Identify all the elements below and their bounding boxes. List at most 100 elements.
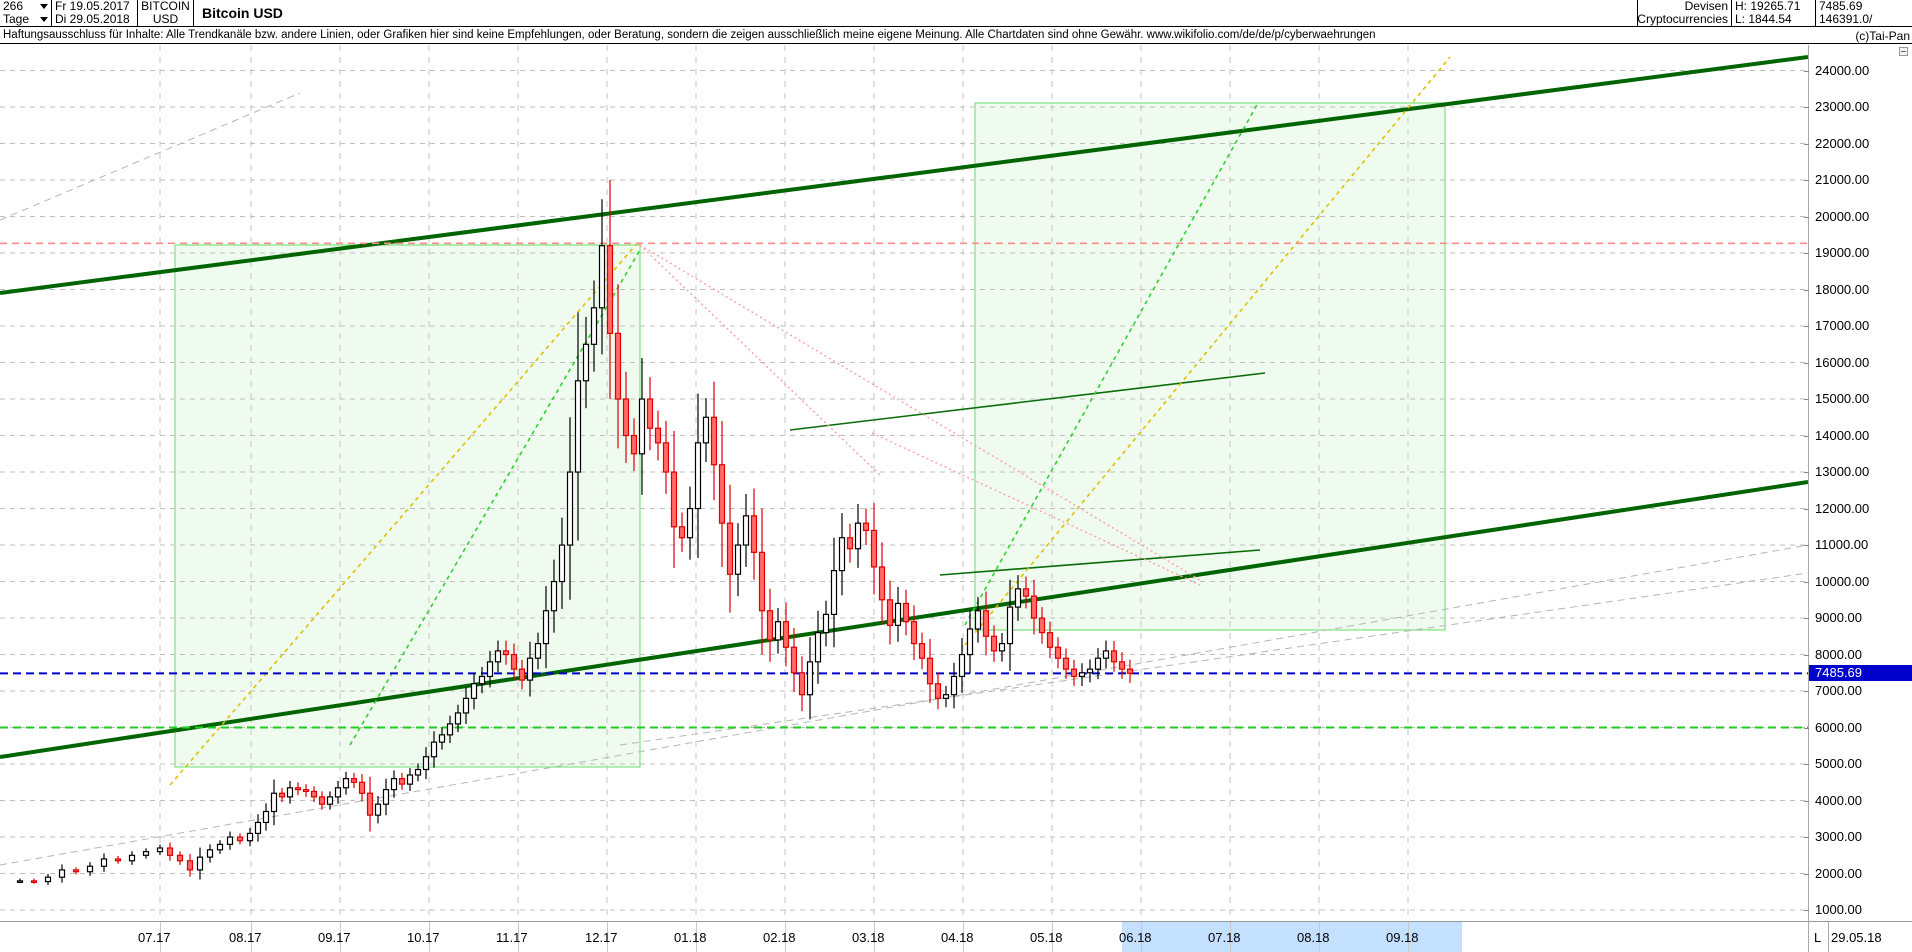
- symbol-cell[interactable]: BITCOIN USD: [138, 0, 194, 26]
- copyright-text: (c)Tai-Pan: [1855, 29, 1910, 43]
- candle-body: [598, 245, 606, 309]
- candle-body: [246, 832, 254, 842]
- highlight-box-right: [974, 102, 1446, 631]
- candle-body: [678, 526, 686, 539]
- chevron-down-icon[interactable]: [40, 4, 48, 9]
- price-axis-label: 20000.00: [1815, 208, 1870, 224]
- candle-body: [1102, 650, 1110, 659]
- candle-body: [902, 602, 910, 623]
- candle-body: [742, 515, 750, 546]
- candle-body: [226, 836, 234, 845]
- candle-body: [814, 632, 822, 663]
- bear-fan-red-3: [871, 432, 1201, 586]
- candle-body: [566, 471, 574, 546]
- candle-body: [128, 854, 136, 862]
- period-low: L: 1844.54: [1735, 12, 1792, 26]
- price-axis-label: 15000.00: [1815, 391, 1870, 407]
- price-tick: [1804, 216, 1809, 218]
- price-axis-label: 12000.00: [1815, 500, 1870, 516]
- candle-body: [206, 849, 214, 858]
- candle-body: [254, 821, 262, 835]
- symbol-currency: USD: [152, 12, 179, 26]
- candle-body: [1022, 588, 1030, 597]
- candle-body: [1046, 632, 1054, 648]
- candle-body: [186, 860, 194, 871]
- candle-body: [958, 653, 966, 678]
- date-axis[interactable]: 07.17 08.17 09.17 10.17 11.17 12.17 01.18 02.18…: [0, 921, 1808, 952]
- bear-fan-red-1: [639, 244, 1201, 581]
- candle-body: [886, 599, 894, 626]
- candle-body: [166, 847, 174, 856]
- candle-body: [156, 847, 164, 853]
- date-tick: [696, 922, 697, 952]
- price-tick: [1804, 435, 1809, 437]
- candle-body: [726, 522, 734, 575]
- candle-body: [358, 781, 366, 794]
- price-axis-label: 7000.00: [1815, 683, 1862, 699]
- period-selector[interactable]: 266 Tage: [0, 0, 52, 26]
- price-axis-label: 10000.00: [1815, 573, 1870, 589]
- candle-body: [654, 427, 662, 444]
- minimize-icon[interactable]: [1899, 47, 1908, 56]
- price-tick: [1804, 764, 1809, 766]
- date-tick: [785, 922, 786, 952]
- candle-body: [702, 416, 710, 444]
- date-from: Fr 19.05.2017: [55, 0, 130, 13]
- last-quote-cell: 7485.69 146391.0/: [1816, 0, 1912, 26]
- candle-body: [606, 245, 614, 334]
- current-price-badge: 7485.69: [1809, 665, 1912, 682]
- date-axis-selection[interactable]: [1122, 922, 1462, 952]
- period-count: 266: [3, 0, 24, 13]
- candle-body: [1078, 672, 1086, 678]
- candle-body: [550, 580, 558, 612]
- price-chart[interactable]: [0, 45, 1808, 921]
- candle-body: [694, 442, 702, 510]
- candle-body: [294, 787, 302, 791]
- candle-body: [278, 792, 286, 798]
- candle-body: [318, 796, 326, 805]
- price-axis-label: 8000.00: [1815, 646, 1862, 662]
- chevron-down-icon[interactable]: [40, 17, 48, 22]
- price-axis[interactable]: 24000.00 23000.00 22000.00 21000.00 20000.00…: [1804, 45, 1912, 921]
- candle-body: [710, 416, 718, 466]
- candle-body: [100, 858, 108, 867]
- candle-body: [534, 642, 542, 659]
- candle-body: [438, 734, 446, 743]
- candle-body: [422, 756, 430, 771]
- bull-fan-yellow-2: [964, 56, 1451, 646]
- candle-body: [798, 672, 806, 696]
- date-axis-label: 06.18: [1119, 930, 1152, 945]
- candle-body: [406, 774, 414, 785]
- candle-body: [1086, 668, 1094, 674]
- candle-body: [950, 675, 958, 696]
- candle-body: [758, 551, 766, 612]
- chart-canvas[interactable]: [0, 45, 1808, 921]
- candle-body: [662, 442, 670, 473]
- candle-body: [196, 856, 204, 871]
- date-axis-label: 03.18: [852, 930, 885, 945]
- candle-body: [734, 544, 742, 575]
- candle-body: [1030, 595, 1038, 619]
- date-tick: [1141, 922, 1142, 952]
- date-tick: [1052, 922, 1053, 952]
- date-range[interactable]: Fr 19.05.2017 Di 29.05.2018: [52, 0, 138, 26]
- inner-trend-upper: [789, 372, 1266, 431]
- candle-body: [236, 836, 244, 842]
- price-axis-label: 6000.00: [1815, 719, 1862, 735]
- price-tick: [1804, 654, 1809, 656]
- candle-body: [790, 646, 798, 674]
- highlight-box-left: [174, 244, 641, 768]
- price-axis-label: 14000.00: [1815, 427, 1870, 443]
- candle-body: [774, 621, 782, 641]
- candle-body: [342, 778, 350, 789]
- price-axis-label: 4000.00: [1815, 792, 1862, 808]
- disclaimer-bar: Haftungsausschluss für Inhalte: Alle Tre…: [0, 27, 1912, 44]
- date-axis-label: 08.18: [1297, 930, 1330, 945]
- price-tick: [1804, 910, 1809, 912]
- candle-body: [1126, 668, 1134, 674]
- candle-body: [526, 657, 534, 681]
- candle-body: [510, 653, 518, 670]
- candle-body: [622, 398, 630, 437]
- candle-body: [302, 788, 310, 793]
- corner-marker: L: [1814, 930, 1822, 945]
